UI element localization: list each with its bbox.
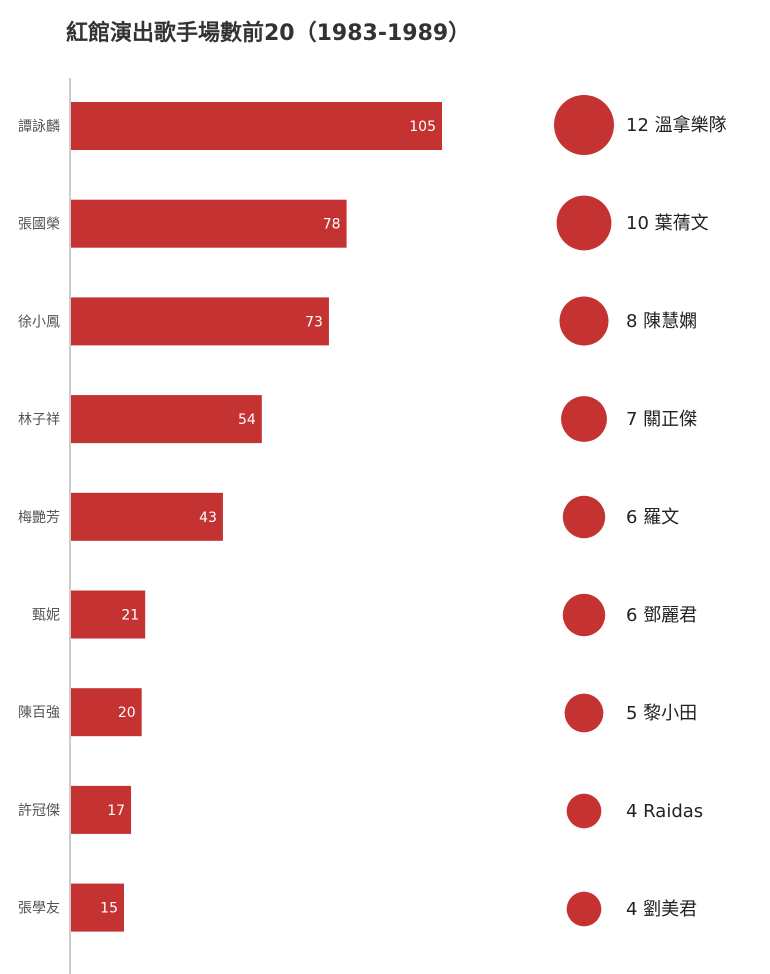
category-label: 張國榮 — [18, 217, 60, 233]
bubble-label: 5 黎小田 — [626, 703, 697, 724]
bar-value-label: 20 — [118, 705, 136, 721]
bubble-label: 4 劉美君 — [626, 899, 697, 920]
bar — [71, 688, 142, 737]
bubble — [561, 396, 607, 442]
bar-value-label: 17 — [107, 803, 125, 819]
bubble-label: 6 羅文 — [626, 507, 679, 528]
bar-value-label: 43 — [199, 510, 217, 526]
bar — [71, 883, 124, 932]
bubble-series: 12 溫拿樂隊 10 葉蒨文 8 陳慧嫻 7 關正傑 6 羅文 6 鄧麗君 5 黎小田 4 R… — [554, 95, 727, 927]
category-label: 張學友 — [18, 901, 60, 917]
category-label: 甄妮 — [32, 608, 60, 624]
bar — [71, 785, 132, 834]
bar-value-label: 54 — [238, 412, 256, 428]
category-label: 徐小鳳 — [18, 314, 60, 330]
category-label: 譚詠麟 — [18, 119, 60, 135]
bubble — [562, 593, 606, 637]
bar-value-label: 105 — [409, 119, 436, 135]
bubble — [564, 693, 604, 733]
bubble — [559, 296, 609, 346]
bar — [71, 492, 223, 541]
bar-value-label: 73 — [305, 314, 323, 330]
bubble-label: 10 葉蒨文 — [626, 213, 709, 234]
bubble-label: 4 Raidas — [626, 801, 703, 822]
bar — [71, 199, 347, 248]
bar — [71, 395, 262, 444]
bubble — [566, 891, 602, 927]
bubble-label: 6 鄧麗君 — [626, 605, 697, 626]
bar-series: 譚詠麟 105 張國榮 78 徐小鳳 73 林子祥 54 梅艷芳 43 甄妮 21 陳百強 20 許冠傑 17… — [18, 102, 442, 932]
category-label: 梅艷芳 — [18, 509, 60, 526]
bubble — [566, 793, 602, 829]
bar-value-label: 15 — [100, 901, 118, 917]
bubble-label: 8 陳慧嫻 — [626, 311, 697, 332]
category-label: 陳百強 — [18, 705, 60, 721]
bar — [71, 590, 146, 639]
bubble — [562, 495, 606, 539]
bubble-label: 7 關正傑 — [626, 409, 697, 430]
bar — [71, 102, 442, 150]
bubble-label: 12 溫拿樂隊 — [626, 114, 727, 136]
category-label: 林子祥 — [18, 412, 60, 428]
bubble — [554, 95, 614, 155]
bar — [71, 297, 329, 346]
bar-value-label: 78 — [323, 217, 341, 233]
chart-title: 紅館演出歌手場數前20（1983-1989） — [66, 20, 470, 46]
bubble — [556, 195, 612, 251]
category-label: 許冠傑 — [18, 803, 60, 819]
bar-value-label: 21 — [121, 608, 139, 624]
